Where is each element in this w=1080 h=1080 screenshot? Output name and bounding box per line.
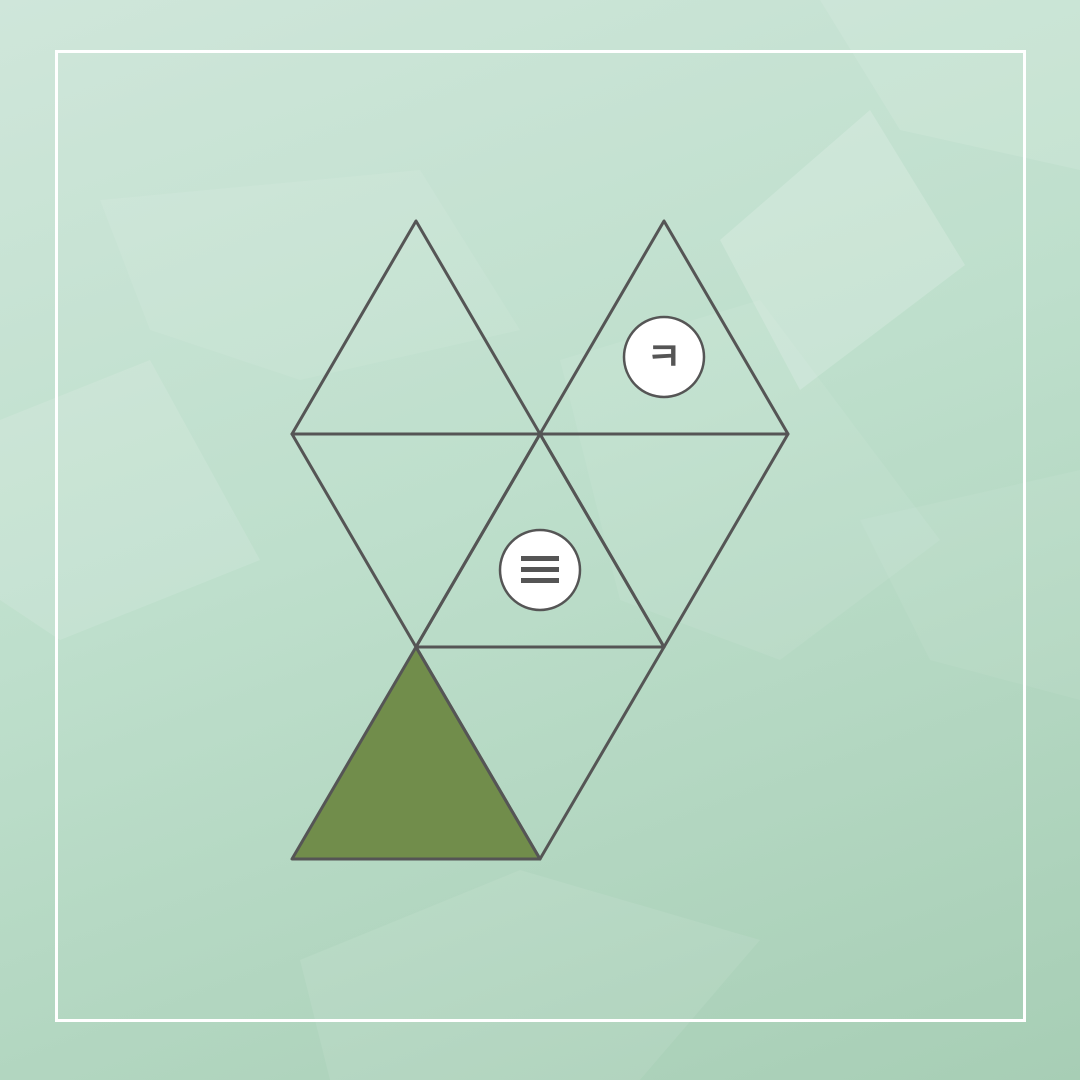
kieuk-badge[interactable]: ㅋ [622, 315, 706, 399]
board-frame [55, 50, 1026, 1022]
triangle-cell-middle-left[interactable] [290, 432, 542, 649]
triangle-cell-bottom-right[interactable] [414, 645, 666, 861]
triangle-cell-middle-right[interactable] [538, 432, 790, 649]
triangle-cell-top-left[interactable] [290, 219, 542, 436]
filled-triangle-piece[interactable] [292, 647, 540, 859]
hangul-kieuk-icon: ㅋ [647, 335, 682, 379]
triple-bar-icon [521, 556, 559, 583]
triple-bar-badge[interactable] [498, 528, 582, 612]
